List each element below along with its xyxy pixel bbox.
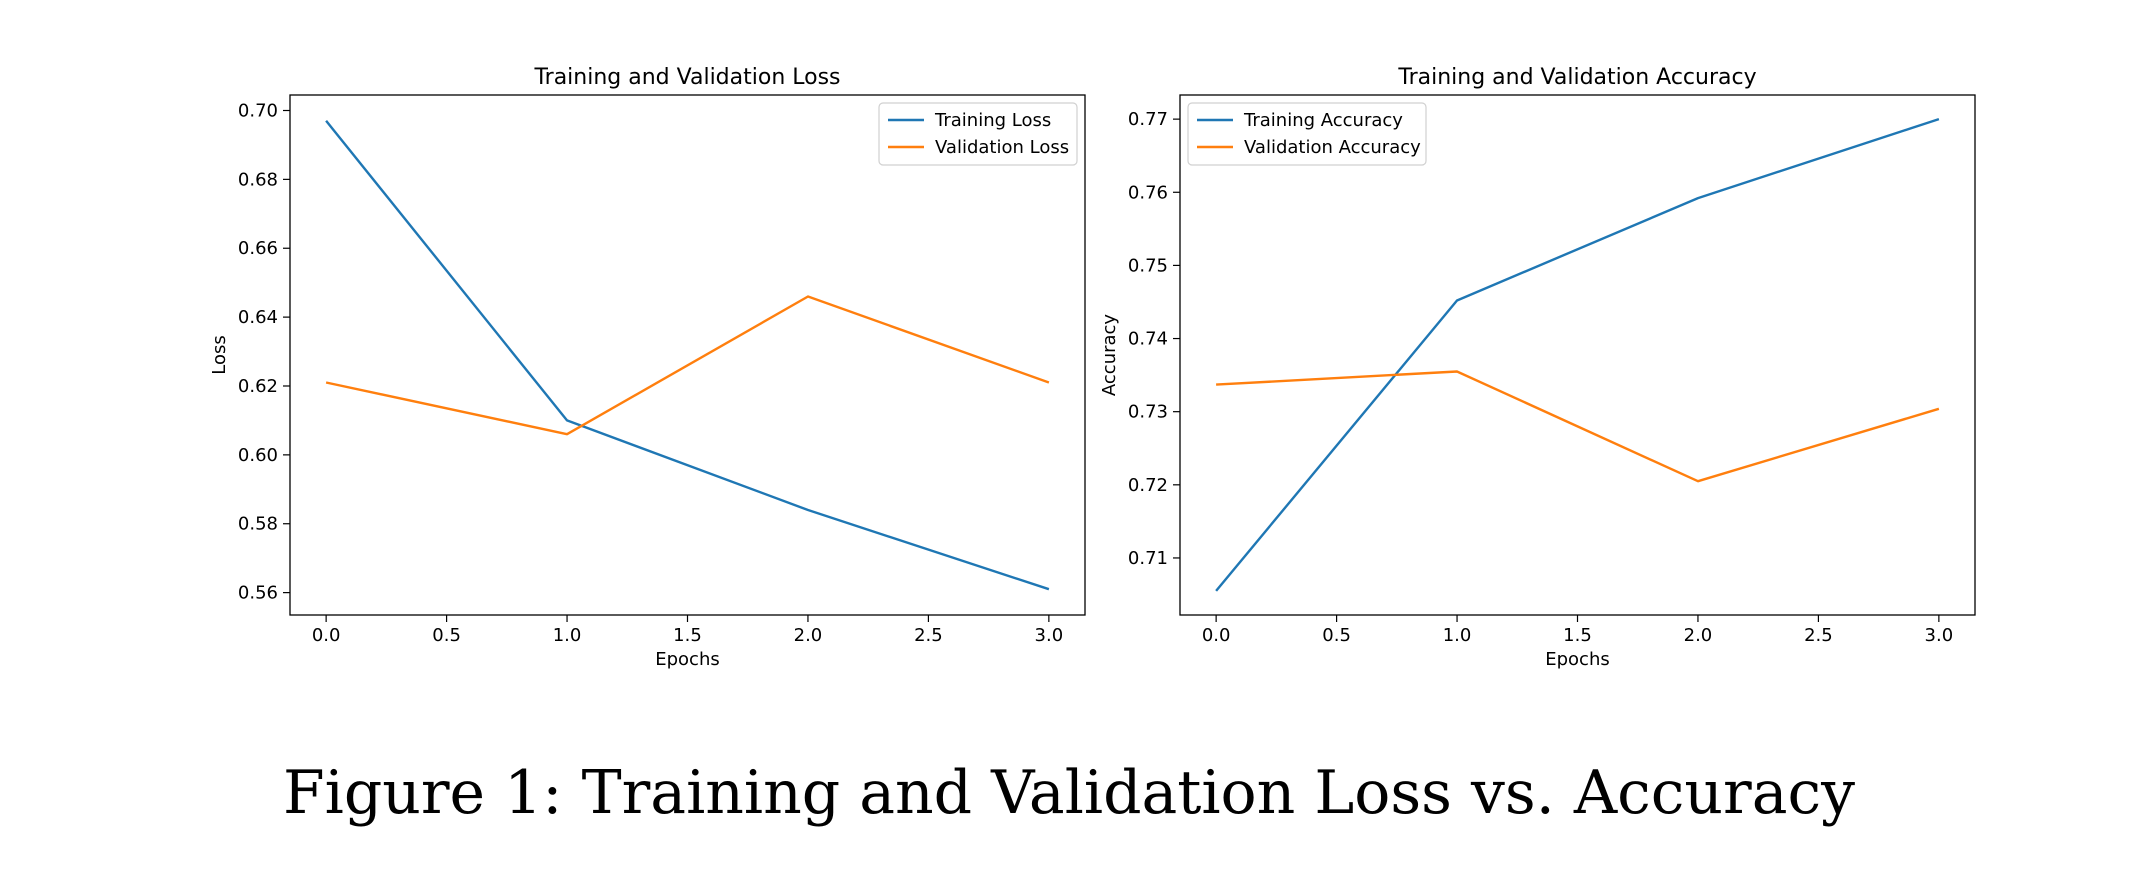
y-tick-label: 0.66 bbox=[238, 238, 278, 259]
x-tick-label: 3.0 bbox=[1035, 625, 1064, 646]
series-line-2 bbox=[1216, 370, 1940, 483]
y-tick-label: 0.74 bbox=[1128, 329, 1168, 350]
figure-caption: Figure 1: Training and Validation Loss v… bbox=[283, 758, 1855, 828]
y-tick-label: 0.56 bbox=[238, 583, 278, 604]
x-tick-label: 1.5 bbox=[673, 625, 702, 646]
x-axis-label: Epochs bbox=[1545, 649, 1610, 670]
x-tick-label: 2.0 bbox=[1684, 625, 1713, 646]
y-tick-label: 0.73 bbox=[1128, 402, 1168, 423]
legend: Training Accuracy Validation Accuracy bbox=[1187, 102, 1427, 166]
chart-1: Training and Validation Loss 0.0 0.5 1.0 1.5… bbox=[209, 65, 1086, 670]
y-tick-label: 0.64 bbox=[238, 307, 278, 328]
legend-label-1: Training Loss bbox=[934, 110, 1051, 131]
axes-frame bbox=[289, 94, 1086, 616]
y-axis-label: Loss bbox=[209, 335, 230, 374]
series-line-1 bbox=[325, 120, 1050, 591]
x-tick-label: 2.0 bbox=[794, 625, 823, 646]
legend-box bbox=[878, 102, 1078, 166]
x-tick-label: 0.0 bbox=[312, 625, 341, 646]
x-tick-label: 0.0 bbox=[1202, 625, 1231, 646]
series-line-1 bbox=[1215, 117, 1940, 592]
series-line-2 bbox=[325, 295, 1050, 436]
chart-title: Training and Validation Accuracy bbox=[1397, 65, 1756, 90]
chart-title: Training and Validation Loss bbox=[533, 65, 840, 90]
y-axis-label: Accuracy bbox=[1099, 314, 1120, 397]
x-tick-label: 3.0 bbox=[1925, 625, 1954, 646]
y-tick-label: 0.76 bbox=[1128, 182, 1168, 203]
y-tick-label: 0.68 bbox=[238, 169, 278, 190]
y-tick-label: 0.75 bbox=[1128, 255, 1168, 276]
x-tick-label: 0.5 bbox=[1322, 625, 1351, 646]
x-tick-label: 1.5 bbox=[1563, 625, 1592, 646]
y-tick-label: 0.72 bbox=[1128, 475, 1168, 496]
y-tick-label: 0.62 bbox=[238, 376, 278, 397]
x-tick-label: 1.0 bbox=[1443, 625, 1472, 646]
legend-label-2: Validation Accuracy bbox=[1244, 137, 1421, 158]
legend-label-2: Validation Loss bbox=[935, 137, 1069, 158]
legend-box bbox=[1187, 102, 1427, 166]
chart-2: Training and Validation Accuracy 0.0 0.5 1.… bbox=[1099, 65, 1976, 670]
x-tick-label: 2.5 bbox=[914, 625, 943, 646]
y-tick-label: 0.71 bbox=[1128, 548, 1168, 569]
y-tick-label: 0.58 bbox=[238, 514, 278, 535]
legend-label-1: Training Accuracy bbox=[1243, 110, 1403, 131]
y-tick-label: 0.60 bbox=[238, 445, 278, 466]
axes-frame bbox=[1179, 94, 1976, 616]
y-tick-label: 0.77 bbox=[1128, 109, 1168, 130]
x-tick-label: 1.0 bbox=[553, 625, 582, 646]
x-tick-label: 2.5 bbox=[1804, 625, 1833, 646]
x-axis-label: Epochs bbox=[655, 649, 720, 670]
y-tick-label: 0.70 bbox=[238, 100, 278, 121]
x-tick-label: 0.5 bbox=[432, 625, 461, 646]
legend: Training Loss Validation Loss bbox=[878, 102, 1078, 166]
